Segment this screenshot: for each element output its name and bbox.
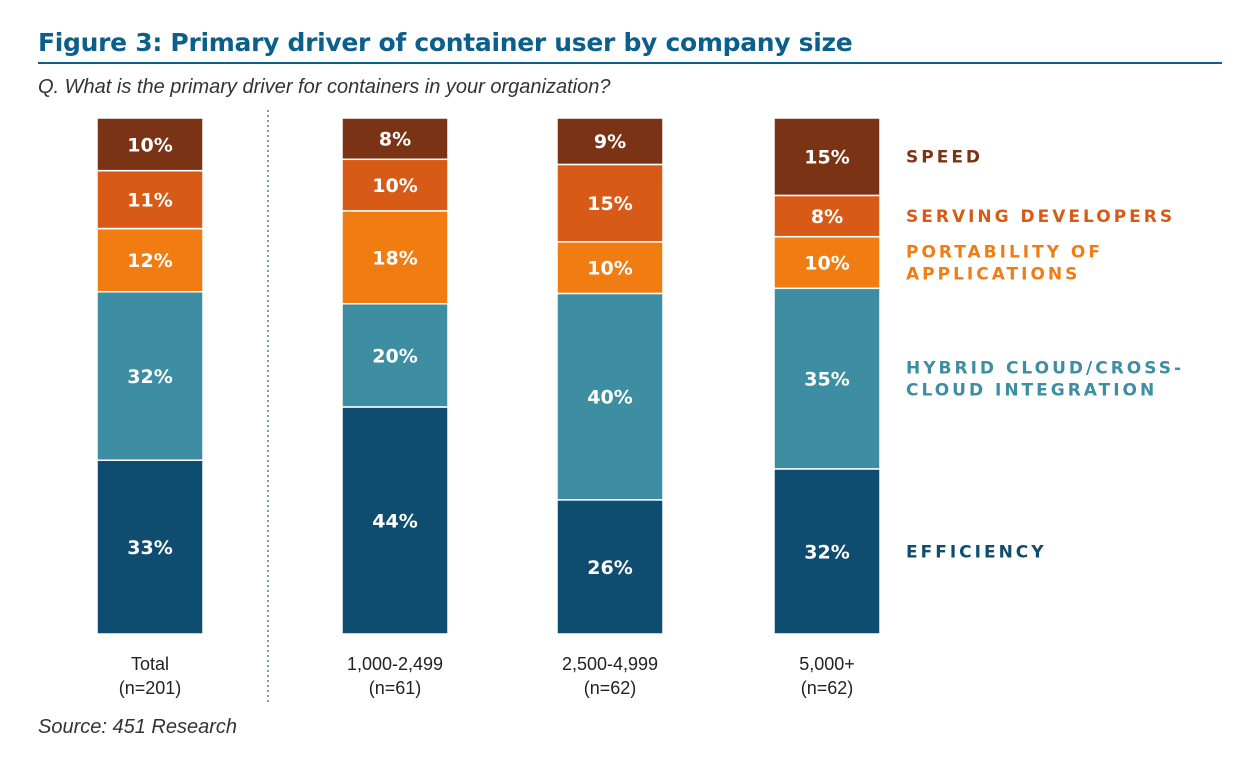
chart-subtitle: Q. What is the primary driver for contai… [38,76,611,98]
data-label-1000-2499-serving-developers: 10% [372,175,417,197]
data-label-2500-4999-hybrid-cloud: 40% [587,387,632,409]
legend-label-speed: SPEED [906,148,983,168]
title-rule [38,62,1222,64]
legend-label-hybrid-cloud-line-1: HYBRID CLOUD/CROSS- [906,359,1184,379]
bars-group: 33% 32% 12% 11% 10% 44% 20% 18% 10% 8% 26% 40% 10% 15… [96,117,881,635]
bar-segment-5000-plus-efficiency [773,468,881,635]
data-label-2500-4999-serving-developers: 15% [587,193,632,215]
data-label-1000-2499-speed: 8% [379,129,411,151]
data-label-total-hybrid-cloud: 32% [127,366,172,388]
data-label-5000-plus-portability: 10% [804,252,849,274]
data-label-2500-4999-efficiency: 26% [587,557,632,579]
category-label-total: Total [131,654,169,674]
category-n-5000-plus: (n=62) [801,678,854,698]
bar-segment-2500-4999-serving-developers [556,163,664,243]
data-label-5000-plus-speed: 15% [804,147,849,169]
category-label-5000-plus: 5,000+ [799,654,855,674]
bar-segment-5000-plus-hybrid-cloud [773,287,881,470]
chart-title: Figure 3: Primary driver of container us… [38,28,853,57]
data-label-2500-4999-speed: 9% [594,131,626,153]
data-label-1000-2499-portability: 18% [372,247,417,269]
bar-segment-total-serving-developers [96,169,204,230]
legend-label-portability-line-1: PORTABILITY OF [906,242,1103,262]
bar-segment-2500-4999-speed [556,117,664,166]
bar-segment-1000-2499-serving-developers [341,158,449,212]
data-label-total-efficiency: 33% [127,537,172,559]
data-label-5000-plus-serving-developers: 8% [811,206,843,228]
bar-segment-1000-2499-portability [341,210,449,305]
legend-label-portability-line-2: APPLICATIONS [906,264,1080,284]
bar-segment-1000-2499-efficiency [341,406,449,635]
legend-label-serving-developers: SERVING DEVELOPERS [906,207,1175,227]
bar-segment-total-efficiency [96,459,204,635]
legend-label-hybrid-cloud-line-2: CLOUD INTEGRATION [906,381,1157,401]
legend-label-efficiency: EFFICIENCY [906,542,1047,562]
bar-segment-total-speed [96,117,204,172]
legend-group: EFFICIENCY HYBRID CLOUD/CROSS-CLOUD INTEG… [906,148,1184,563]
category-n-1000-2499: (n=61) [369,678,422,698]
category-labels-group: Total (n=201) 1,000-2,499 (n=61) 2,500-4,999… [119,654,855,698]
data-label-total-portability: 12% [127,250,172,272]
category-label-1000-2499: 1,000-2,499 [347,654,443,674]
bar-segment-2500-4999-portability [556,241,664,295]
data-label-total-speed: 10% [127,134,172,156]
category-label-2500-4999: 2,500-4,999 [562,654,658,674]
data-label-2500-4999-portability: 10% [587,258,632,280]
data-label-total-serving-developers: 11% [127,190,172,212]
chart-source: Source: 451 Research [38,716,238,738]
bar-segment-total-portability [96,227,204,293]
bar-segment-5000-plus-speed [773,117,881,197]
category-n-total: (n=201) [119,678,182,698]
category-n-2500-4999: (n=62) [584,678,637,698]
bar-segment-2500-4999-efficiency [556,499,664,635]
bar-segment-5000-plus-serving-developers [773,194,881,238]
data-label-1000-2499-efficiency: 44% [372,510,417,532]
bar-segment-2500-4999-hybrid-cloud [556,292,664,501]
bar-segment-1000-2499-speed [341,117,449,161]
data-label-5000-plus-efficiency: 32% [804,541,849,563]
data-label-5000-plus-hybrid-cloud: 35% [804,369,849,391]
bar-segment-1000-2499-hybrid-cloud [341,303,449,408]
bar-segment-5000-plus-portability [773,235,881,290]
data-label-1000-2499-hybrid-cloud: 20% [372,345,417,367]
